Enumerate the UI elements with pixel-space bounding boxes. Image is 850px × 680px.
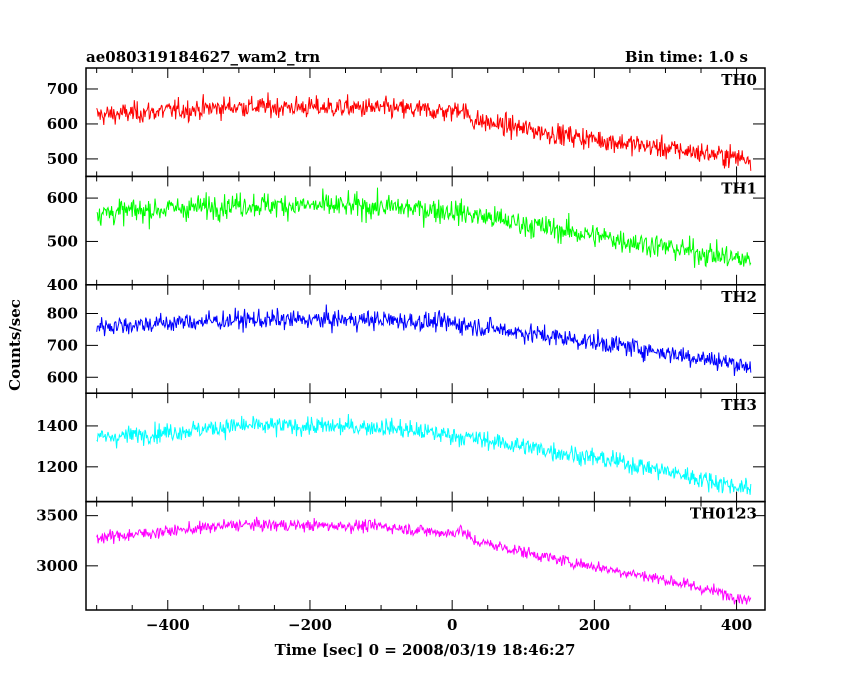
panel-frame [85,500,766,611]
panel-th0123: 3000 3500 TH0123 [36,500,766,611]
y-tick-label: 3000 [36,557,78,575]
panel-frame [85,175,766,286]
panels: 500 600 700 TH0 400 500 600 TH1 600 700 800 TH2 1200… [36,67,766,634]
y-tick-label: 1400 [36,417,78,435]
panel-frame [85,67,766,178]
series-th0123-line [96,516,752,605]
panel-label: TH0 [721,71,757,89]
y-tick-label: 1200 [36,458,78,476]
panel-th0: 500 600 700 TH0 [47,67,766,178]
panel-th2: 600 700 800 TH2 [47,284,766,394]
x-tick-label: 0 [447,616,457,634]
x-tick-label: −400 [146,616,190,634]
y-tick-label: 600 [47,189,78,207]
series-th1-line [96,187,752,268]
series-th3-line [96,413,752,495]
panel-th3: 1200 1400 TH3 [36,392,766,503]
y-tick-label: 600 [47,115,78,133]
x-tick-label: 200 [579,616,610,634]
bin-time-label: Bin time: 1.0 s [625,48,748,66]
panel-label: TH0123 [690,505,757,523]
series-th2-line [96,304,752,377]
panel-th1: 400 500 600 TH1 [47,175,766,294]
panel-label: TH3 [721,396,757,414]
y-axis-label: Counts/sec [6,299,24,391]
y-tick-label: 700 [47,336,78,354]
y-tick-label: 400 [47,276,78,294]
y-tick-label: 800 [47,304,78,322]
panel-label: TH2 [721,288,757,306]
y-tick-label: 500 [47,232,78,250]
x-tick-label: −200 [288,616,332,634]
y-tick-label: 700 [47,80,78,98]
panel-frame [85,392,766,503]
series-th0-line [96,92,752,171]
y-tick-label: 500 [47,150,78,168]
panel-label: TH1 [721,179,757,197]
y-tick-label: 3500 [36,507,78,525]
x-axis-label: Time [sec] 0 = 2008/03/19 18:46:27 [275,641,576,659]
y-tick-label: 600 [47,368,78,386]
panel-frame [85,284,766,394]
chart-title: ae080319184627_wam2_trn [86,48,320,66]
x-tick-label: 400 [721,616,752,634]
